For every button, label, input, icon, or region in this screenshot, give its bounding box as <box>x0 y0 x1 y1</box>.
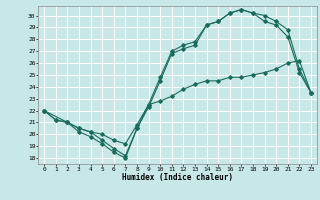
X-axis label: Humidex (Indice chaleur): Humidex (Indice chaleur) <box>122 173 233 182</box>
